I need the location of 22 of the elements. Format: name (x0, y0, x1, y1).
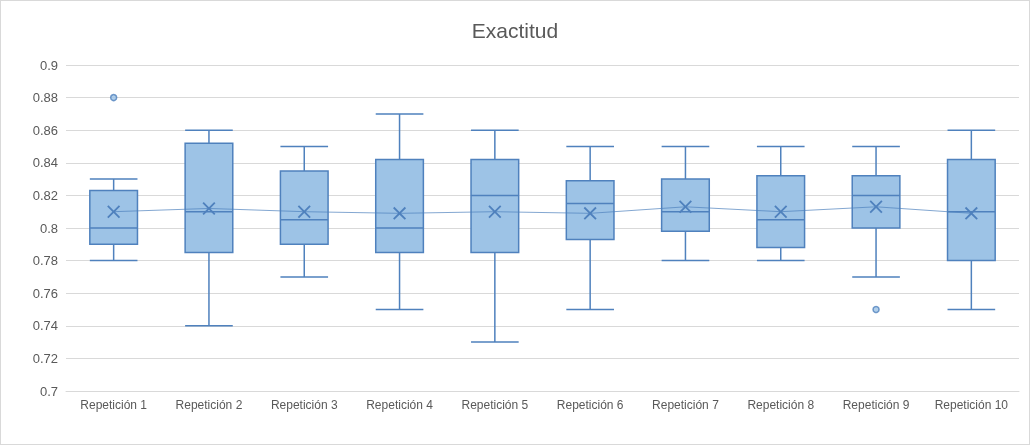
y-tick-label: 0.9 (39, 57, 58, 73)
y-tick-label: 0.82 (32, 187, 58, 203)
x-tick-label: Repetición 3 (270, 398, 338, 412)
y-tick-label: 0.7 (39, 383, 58, 399)
x-tick-label: Repetición 2 (175, 398, 243, 412)
y-tick-label: 0.8 (39, 220, 58, 236)
chart-title: Exactitud (471, 19, 559, 42)
y-tick-label: 0.78 (32, 253, 58, 269)
x-tick-label: Repetición 9 (842, 398, 910, 412)
x-tick-label: Repetición 4 (366, 398, 434, 412)
y-tick-label: 0.86 (32, 122, 58, 138)
y-tick-label: 0.76 (32, 285, 58, 301)
x-tick-label: Repetición 7 (652, 398, 720, 412)
y-tick-label: 0.74 (32, 318, 58, 334)
x-tick-label: Repetición 1 (80, 398, 148, 412)
x-tick-label: Repetición 10 (934, 398, 1009, 412)
y-tick-label: 0.72 (32, 350, 58, 366)
y-tick-label: 0.88 (32, 90, 58, 106)
x-tick-label: Repetición 6 (556, 398, 624, 412)
x-tick-label: Repetición 8 (747, 398, 815, 412)
x-tick-label: Repetición 5 (461, 398, 529, 412)
y-tick-label: 0.84 (32, 155, 58, 171)
